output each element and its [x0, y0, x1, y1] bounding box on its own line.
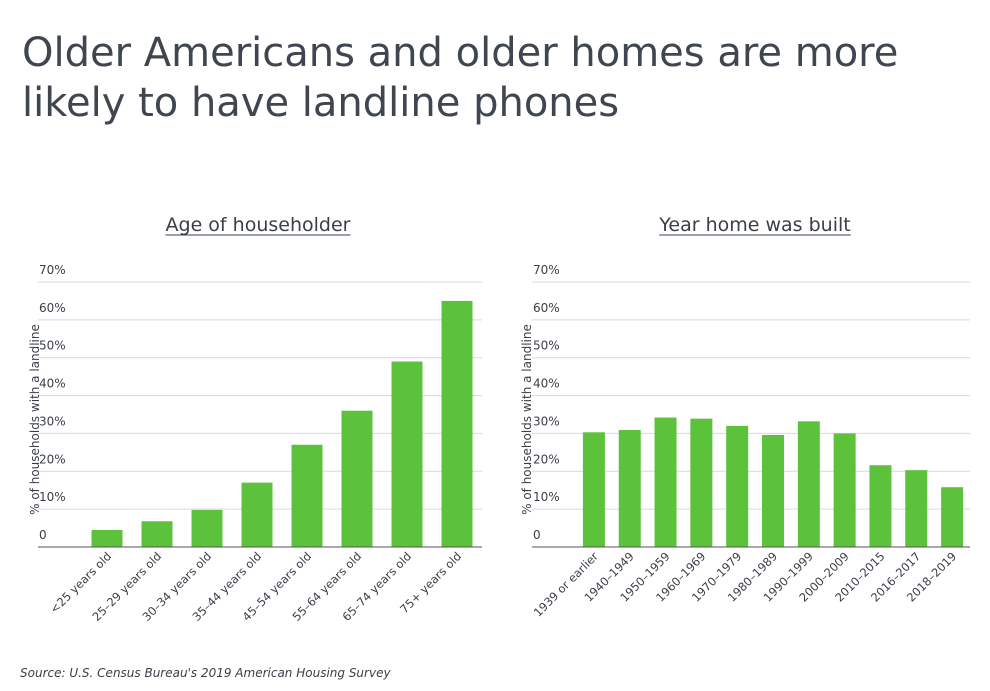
bar: [941, 487, 964, 547]
chart-title: Year home was built: [658, 214, 850, 236]
y-tick-label: 70%: [533, 263, 560, 277]
y-tick-label: 60%: [39, 301, 66, 315]
y-axis-label: % of households with a landline: [520, 324, 534, 515]
bar: [797, 421, 820, 547]
y-tick-label: 70%: [39, 263, 66, 277]
bar: [391, 361, 423, 547]
y-tick-label: 40%: [39, 377, 66, 391]
bar: [141, 521, 173, 547]
y-tick-label: 20%: [39, 452, 66, 466]
bar: [869, 465, 892, 547]
bar: [690, 418, 713, 547]
bar: [762, 434, 784, 547]
chart-title: Age of householder: [166, 214, 351, 236]
y-tick-label: 0: [39, 528, 47, 542]
bar: [241, 482, 273, 547]
y-tick-label: 60%: [533, 301, 560, 315]
y-tick-label: 40%: [533, 377, 560, 391]
y-tick-label: 10%: [533, 490, 560, 504]
source-note: Source: U.S. Census Bureau's 2019 Americ…: [20, 666, 391, 680]
bar: [191, 509, 223, 547]
y-axis-label: % of households with a landline: [28, 324, 42, 515]
bar: [291, 444, 323, 547]
y-tick-label: 10%: [39, 490, 66, 504]
chart-1: Age of householder 0 10% 20% 30% 40% 50% 60% 70%…: [28, 214, 482, 624]
bar: [726, 425, 749, 547]
y-tick-label: 30%: [39, 414, 66, 428]
bar: [341, 410, 373, 547]
bar: [618, 430, 641, 547]
y-tick-label: 0: [533, 528, 541, 542]
chart-2: Year home was built 0 10% 20% 30% 40% 50% 60% 70…: [520, 214, 970, 620]
bar: [833, 433, 856, 547]
y-tick-label: 50%: [533, 339, 560, 353]
y-tick-label: 50%: [39, 339, 66, 353]
bar: [654, 417, 677, 547]
y-tick-label: 30%: [533, 414, 560, 428]
bar: [905, 470, 928, 547]
y-tick-label: 20%: [533, 452, 560, 466]
bar: [582, 432, 605, 547]
bar: [91, 529, 123, 547]
bar: [441, 300, 473, 547]
page-title: Older Americans and older homes are more…: [22, 30, 899, 126]
